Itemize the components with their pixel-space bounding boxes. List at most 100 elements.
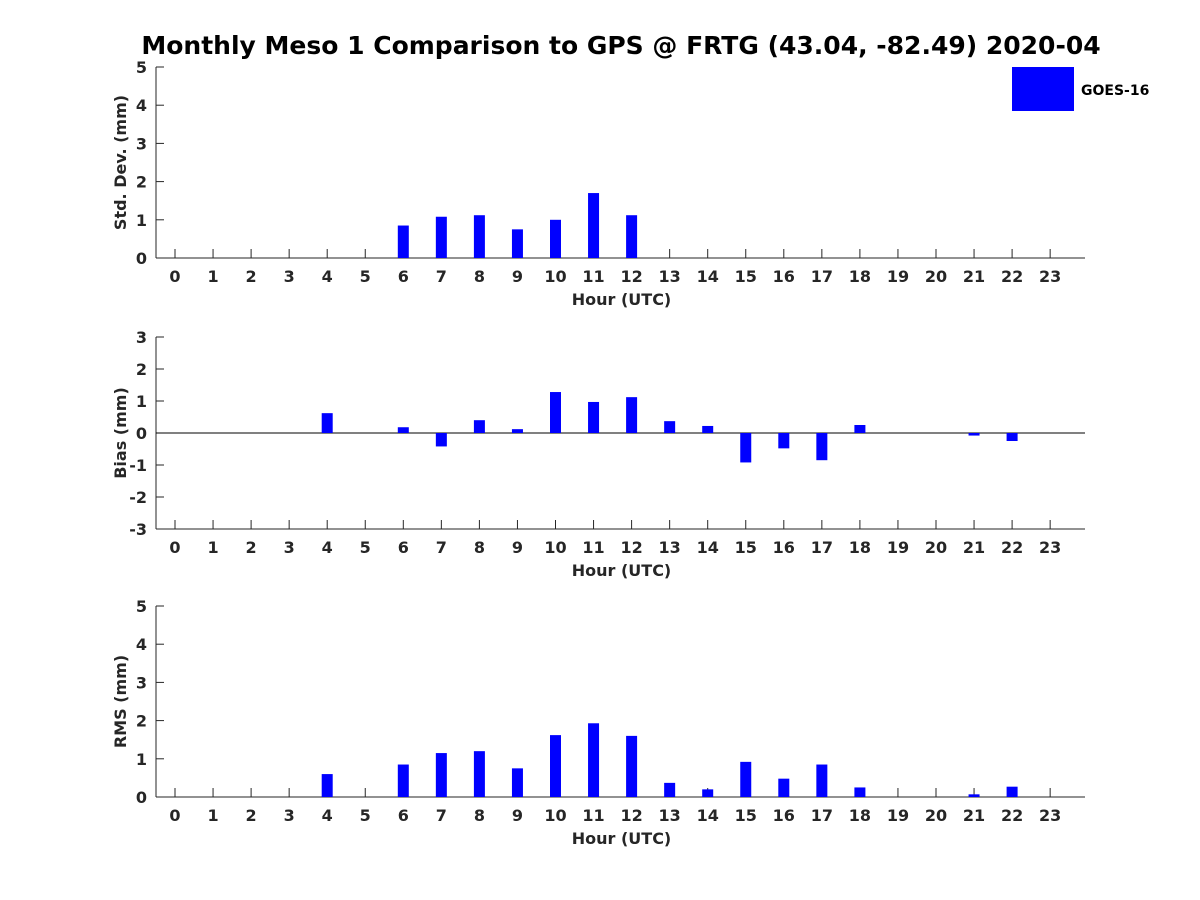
x-tick-label: 15: [735, 267, 757, 286]
x-tick-label: 17: [811, 806, 833, 825]
x-tick-label: 11: [582, 267, 604, 286]
x-tick-label: 4: [322, 538, 333, 557]
legend-swatch: [1012, 67, 1074, 111]
x-tick-label: 23: [1039, 267, 1061, 286]
x-tick-label: 1: [207, 538, 218, 557]
y-tick-label: 5: [136, 58, 147, 77]
x-tick-label: 4: [322, 806, 333, 825]
x-tick-label: 5: [360, 267, 371, 286]
x-tick-label: 9: [512, 806, 523, 825]
y-tick-label: -3: [129, 520, 147, 539]
x-tick-label: 22: [1001, 267, 1023, 286]
y-axis-label: Bias (mm): [111, 387, 130, 479]
x-tick-label: 21: [963, 538, 985, 557]
chart-title: Monthly Meso 1 Comparison to GPS @ FRTG …: [141, 31, 1100, 60]
x-tick-label: 6: [398, 267, 409, 286]
bar: [968, 794, 980, 797]
x-tick-label: 3: [284, 806, 295, 825]
x-tick-label: 20: [925, 267, 947, 286]
x-tick-label: 16: [773, 806, 795, 825]
x-tick-label: 19: [887, 267, 909, 286]
x-tick-label: 4: [322, 267, 333, 286]
x-tick-label: 12: [620, 538, 642, 557]
y-tick-label: 2: [136, 173, 147, 192]
x-tick-label: 7: [436, 538, 447, 557]
bar: [397, 764, 409, 797]
x-tick-label: 19: [887, 538, 909, 557]
x-tick-label: 18: [849, 806, 871, 825]
y-tick-label: 3: [136, 673, 147, 692]
x-tick-label: 8: [474, 267, 485, 286]
bar: [588, 193, 600, 258]
x-tick-label: 21: [963, 267, 985, 286]
bar: [778, 778, 790, 797]
bar: [473, 420, 485, 433]
bar: [1006, 786, 1018, 797]
y-tick-label: 3: [136, 328, 147, 347]
y-tick-label: -1: [129, 456, 147, 475]
bar: [664, 782, 676, 797]
x-tick-label: 2: [246, 806, 257, 825]
bar: [550, 219, 561, 258]
y-tick-label: 0: [136, 424, 147, 443]
x-tick-label: 9: [512, 267, 523, 286]
bar: [321, 774, 333, 797]
x-tick-label: 14: [697, 267, 719, 286]
x-tick-label: 12: [620, 267, 642, 286]
x-tick-label: 0: [169, 806, 180, 825]
x-tick-label: 7: [436, 267, 447, 286]
x-tick-label: 14: [697, 538, 719, 557]
x-tick-label: 0: [169, 267, 180, 286]
bar: [511, 429, 523, 433]
bar: [511, 229, 523, 258]
x-tick-label: 7: [436, 806, 447, 825]
x-tick-label: 1: [207, 267, 218, 286]
x-tick-label: 3: [284, 267, 295, 286]
bar: [626, 215, 638, 258]
y-tick-label: 1: [136, 211, 147, 230]
x-tick-label: 22: [1001, 538, 1023, 557]
bar: [664, 421, 676, 433]
x-tick-label: 3: [284, 538, 295, 557]
x-tick-label: 18: [849, 267, 871, 286]
y-tick-label: 1: [136, 392, 147, 411]
bar: [854, 425, 866, 433]
y-tick-label: 4: [136, 635, 147, 654]
x-tick-label: 5: [360, 538, 371, 557]
bar: [740, 761, 752, 797]
y-tick-label: 2: [136, 360, 147, 379]
y-tick-label: 4: [136, 96, 147, 115]
bar: [511, 768, 523, 797]
bar: [626, 735, 638, 797]
y-tick-label: 5: [136, 597, 147, 616]
x-tick-label: 13: [659, 538, 681, 557]
x-tick-label: 15: [735, 806, 757, 825]
x-tick-label: 18: [849, 538, 871, 557]
bar: [435, 753, 447, 797]
x-tick-label: 21: [963, 806, 985, 825]
x-tick-label: 22: [1001, 806, 1023, 825]
bar: [473, 215, 485, 258]
x-axis-label: Hour (UTC): [572, 829, 672, 848]
x-axis-label: Hour (UTC): [572, 290, 672, 309]
x-tick-label: 8: [474, 806, 485, 825]
bar: [588, 401, 600, 433]
x-tick-label: 9: [512, 538, 523, 557]
x-tick-label: 10: [544, 538, 566, 557]
y-tick-label: -2: [129, 488, 147, 507]
x-tick-label: 10: [544, 806, 566, 825]
x-tick-label: 16: [773, 538, 795, 557]
x-tick-label: 15: [735, 538, 757, 557]
y-tick-label: 2: [136, 712, 147, 731]
x-tick-label: 17: [811, 267, 833, 286]
bar: [397, 427, 409, 433]
x-tick-label: 20: [925, 806, 947, 825]
bar: [435, 216, 447, 258]
bar: [473, 751, 485, 797]
legend: GOES-16: [1012, 67, 1149, 111]
x-tick-label: 0: [169, 538, 180, 557]
x-tick-label: 1: [207, 806, 218, 825]
x-tick-label: 6: [398, 538, 409, 557]
